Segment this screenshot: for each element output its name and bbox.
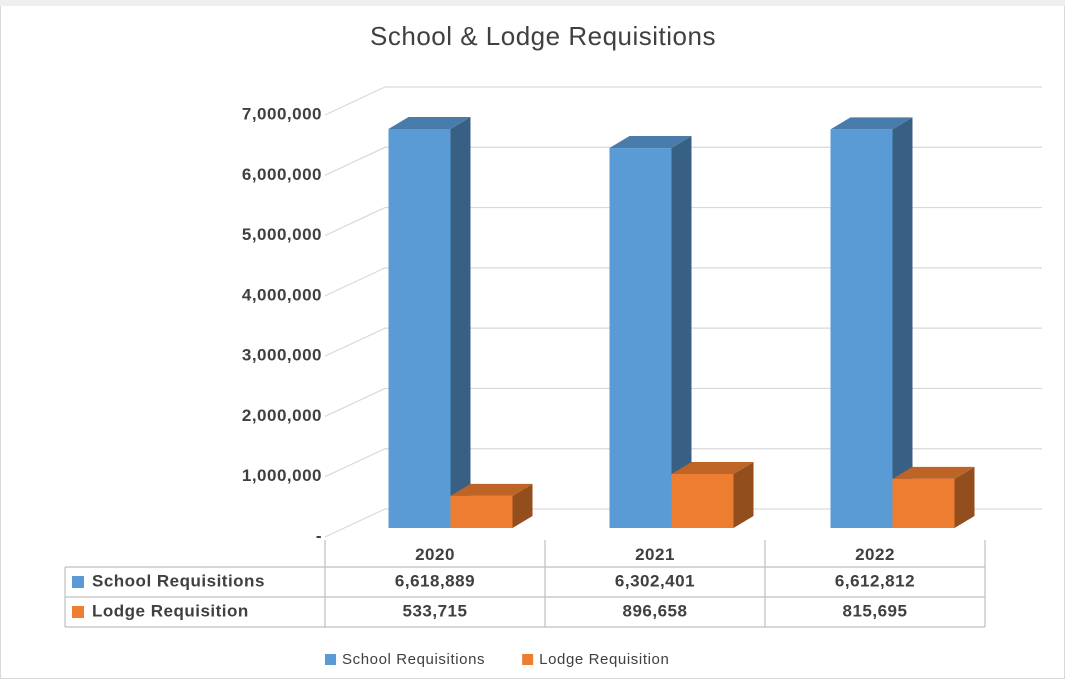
bar-top: [609, 136, 692, 149]
grid-line: [324, 387, 1042, 417]
legend-key: [72, 576, 84, 588]
y-tick-label: -: [316, 526, 322, 545]
bar-side: [892, 117, 913, 528]
legend-swatch: [522, 654, 534, 665]
bar-top: [388, 116, 471, 129]
table-series-name: School Requisitions: [92, 571, 265, 590]
grid-line: [324, 448, 1042, 478]
y-tick-label: 5,000,000: [242, 225, 322, 244]
data-label: 896,658: [623, 601, 688, 620]
bar: [892, 478, 955, 528]
x-tick-label: 2021: [635, 545, 675, 564]
legend-label: School Requisitions: [342, 651, 485, 668]
bar: [450, 495, 513, 528]
bar-side: [954, 466, 975, 528]
bar-top: [830, 117, 913, 130]
y-tick-label: 6,000,000: [242, 165, 322, 184]
y-tick-label: 1,000,000: [242, 466, 322, 485]
x-tick-label: 2020: [415, 545, 455, 564]
top-strip: [0, 0, 1065, 6]
grid-line: [324, 146, 1042, 176]
y-tick-label: 4,000,000: [242, 285, 322, 304]
data-label: 533,715: [403, 601, 468, 620]
bar-side: [733, 461, 754, 528]
grid-line: [324, 327, 1042, 357]
data-label: 6,302,401: [615, 571, 695, 590]
y-tick-label: 3,000,000: [242, 346, 322, 365]
data-label: 6,618,889: [395, 571, 475, 590]
grid-line: [324, 206, 1042, 237]
bar: [671, 473, 734, 528]
grid-line: [324, 86, 1042, 116]
chart-title: School & Lodge Requisitions: [370, 21, 716, 51]
grid-line: [324, 267, 1042, 297]
x-tick-label: 2022: [855, 545, 895, 564]
y-tick-label: 2,000,000: [242, 406, 322, 425]
legend-key: [72, 606, 84, 618]
bar: [830, 129, 893, 528]
data-label: 6,612,812: [835, 571, 915, 590]
bar-top: [892, 466, 975, 479]
data-label: 815,695: [843, 601, 908, 620]
bar-top: [450, 483, 533, 496]
bar: [609, 148, 672, 529]
legend-swatch: [325, 654, 336, 665]
grid-line: [324, 508, 1042, 538]
bar-top: [671, 461, 754, 474]
bar: [388, 128, 451, 528]
bar-side: [450, 116, 471, 528]
bar-side: [512, 483, 533, 528]
legend-label: Lodge Requisition: [539, 651, 669, 668]
table-series-name: Lodge Requisition: [92, 601, 249, 620]
bar-side: [671, 136, 692, 529]
y-tick-label: 7,000,000: [242, 104, 322, 123]
